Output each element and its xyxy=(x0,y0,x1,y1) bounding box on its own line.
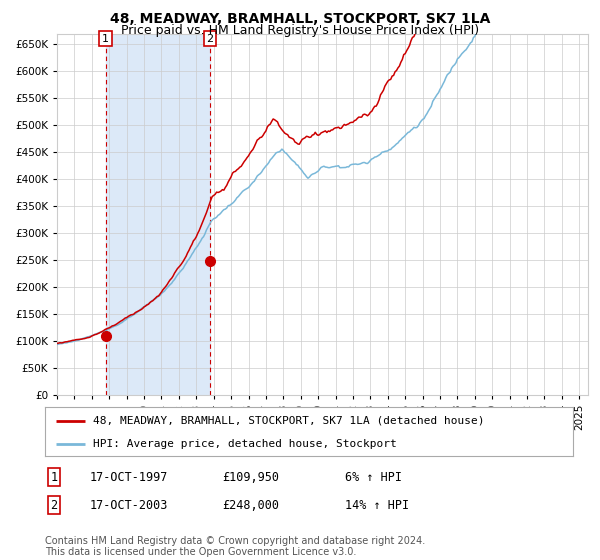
Text: 2: 2 xyxy=(50,498,58,512)
Text: 48, MEADWAY, BRAMHALL, STOCKPORT, SK7 1LA: 48, MEADWAY, BRAMHALL, STOCKPORT, SK7 1L… xyxy=(110,12,490,26)
Text: 17-OCT-2003: 17-OCT-2003 xyxy=(90,498,169,512)
Text: HPI: Average price, detached house, Stockport: HPI: Average price, detached house, Stoc… xyxy=(92,439,396,449)
Text: 14% ↑ HPI: 14% ↑ HPI xyxy=(345,498,409,512)
Text: £109,950: £109,950 xyxy=(222,470,279,484)
Bar xyxy=(106,34,210,395)
Text: 48, MEADWAY, BRAMHALL, STOCKPORT, SK7 1LA (detached house): 48, MEADWAY, BRAMHALL, STOCKPORT, SK7 1L… xyxy=(92,416,484,426)
Text: 17-OCT-1997: 17-OCT-1997 xyxy=(90,470,169,484)
Text: 6% ↑ HPI: 6% ↑ HPI xyxy=(345,470,402,484)
Text: £248,000: £248,000 xyxy=(222,498,279,512)
Text: Price paid vs. HM Land Registry's House Price Index (HPI): Price paid vs. HM Land Registry's House … xyxy=(121,24,479,37)
Text: 1: 1 xyxy=(102,34,109,44)
Text: 2: 2 xyxy=(206,34,214,44)
Text: Contains HM Land Registry data © Crown copyright and database right 2024.
This d: Contains HM Land Registry data © Crown c… xyxy=(45,535,425,557)
Text: 1: 1 xyxy=(50,470,58,484)
